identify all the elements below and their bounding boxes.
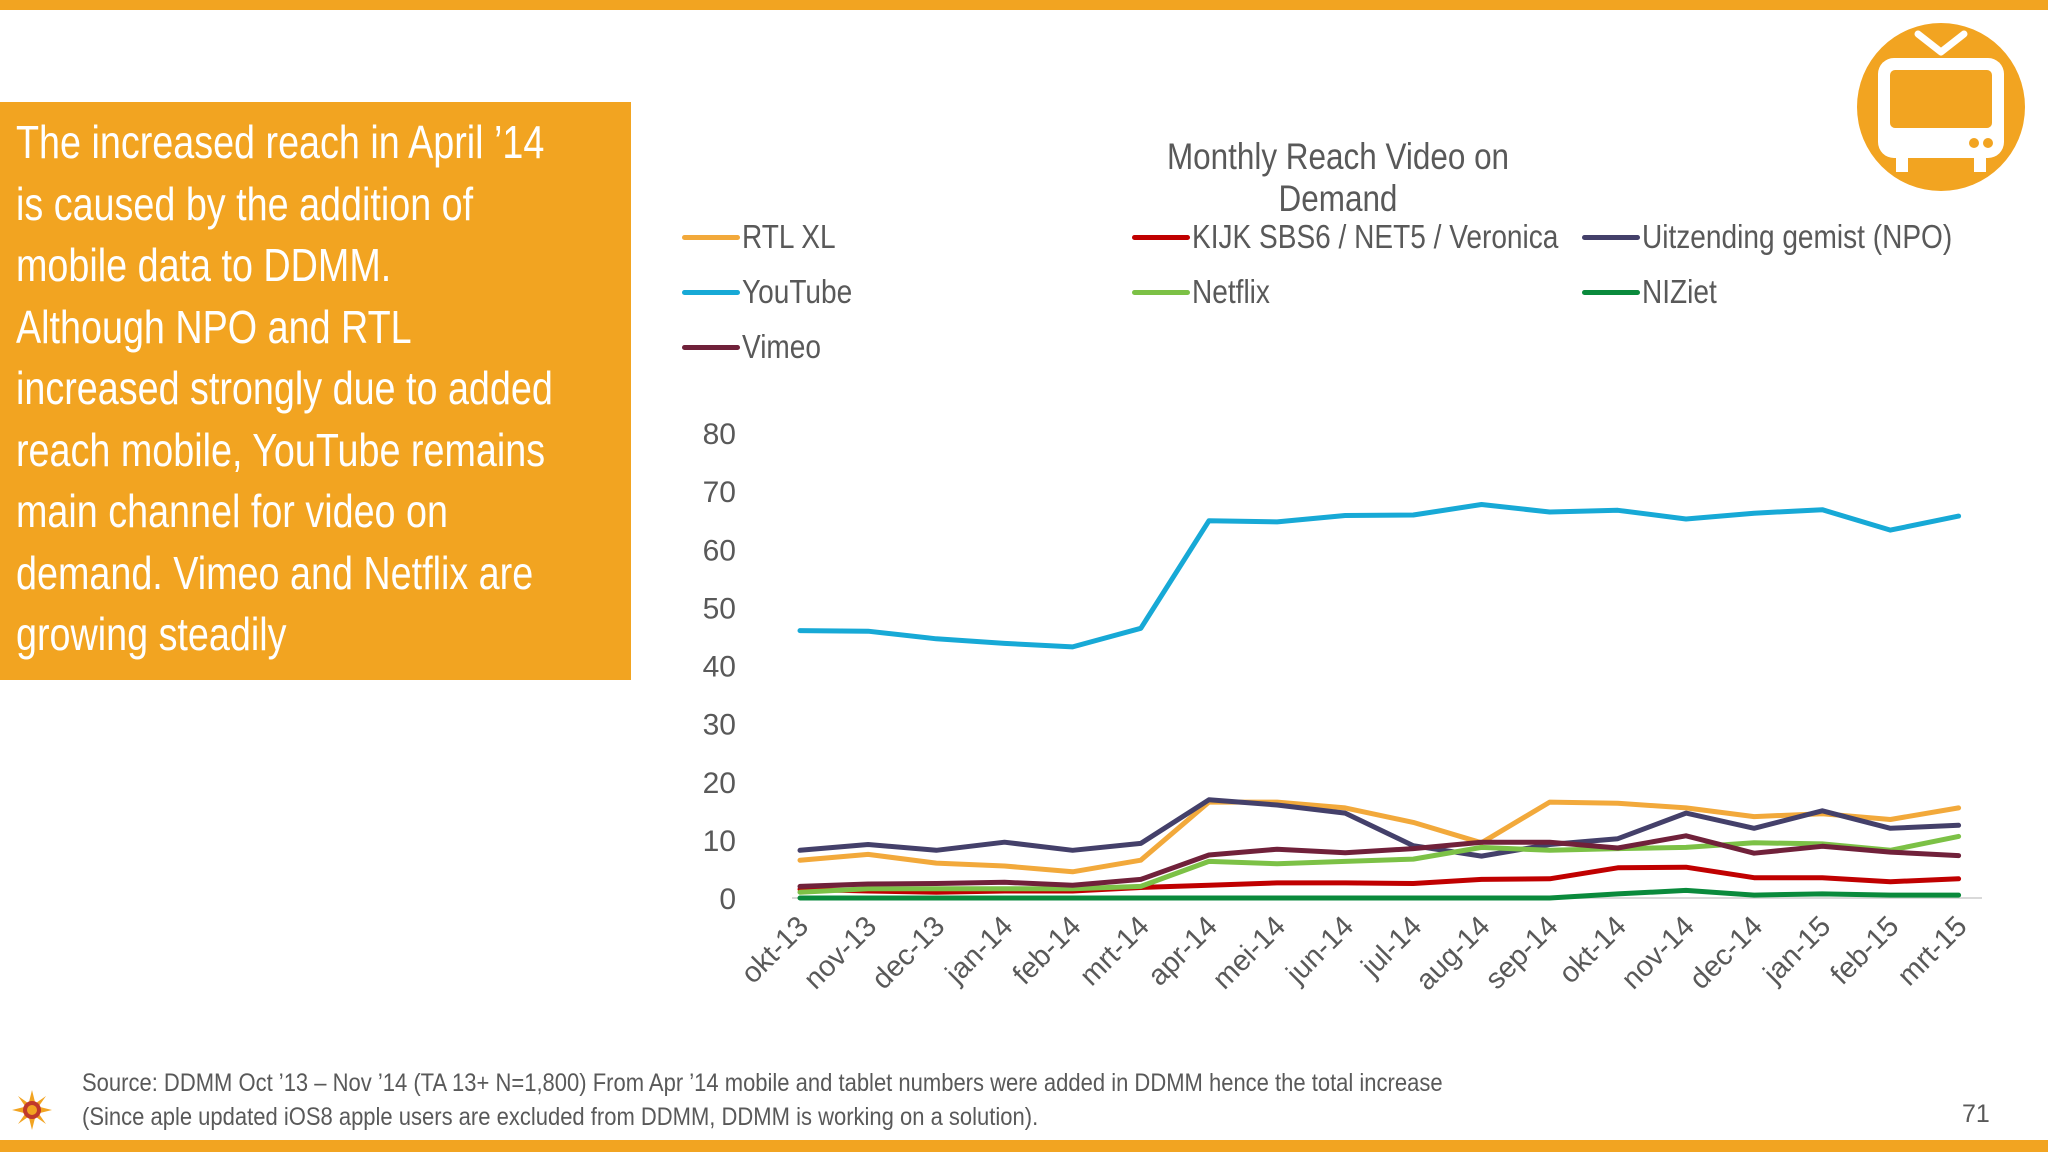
y-tick-label: 30 — [703, 709, 736, 742]
callout-line: growing steadily — [16, 608, 287, 660]
legend-item-vimeo: Vimeo — [682, 328, 835, 365]
source-line: Source: DDMM Oct ’13 – Nov ’14 (TA 13+ N… — [82, 1069, 1443, 1097]
legend-item-niziet: NIZiet — [1582, 273, 1730, 310]
legend-label: Netflix — [1192, 273, 1270, 310]
x-tick-label: nov-13 — [798, 910, 883, 995]
callout-line: mobile data to DDMM. — [16, 239, 392, 291]
x-tick-label: feb-15 — [1825, 910, 1906, 991]
x-tick-label: jan-15 — [1757, 910, 1837, 990]
legend-item-netflix: Netflix — [1132, 273, 1284, 310]
callout-line: demand. Vimeo and Netflix are — [16, 546, 534, 599]
callout-line: Although NPO and RTL — [16, 300, 412, 353]
x-tick-label: jun-14 — [1280, 910, 1360, 990]
series-line-youtube — [797, 502, 1962, 650]
legend-label: Uitzending gemist (NPO) — [1642, 218, 1953, 255]
y-tick-label: 0 — [719, 883, 736, 916]
bottom-accent-bar — [0, 1140, 2048, 1152]
x-tick-label: apr-14 — [1142, 910, 1224, 992]
callout-line: reach mobile, YouTube remains — [16, 423, 546, 476]
callout-box: The increased reach in April ’14 is caus… — [0, 102, 631, 680]
series-line-niziet — [797, 887, 1962, 901]
x-tick-label: mei-14 — [1207, 910, 1292, 995]
legend-item-youtube: YouTube — [682, 273, 872, 310]
x-tick-label: nov-14 — [1616, 910, 1701, 995]
y-tick-label: 20 — [703, 767, 736, 800]
series-line-rtl-xl — [797, 799, 1962, 875]
legend-item-kijk: KIJK SBS6 / NET5 / Veronica — [1132, 218, 1623, 255]
x-tick-label: dec-14 — [1684, 910, 1769, 995]
legend-label: KIJK SBS6 / NET5 / Veronica — [1192, 218, 1559, 255]
legend-swatch — [682, 289, 740, 295]
legend-swatch — [1132, 289, 1190, 295]
legend-item-rtl-xl: RTL XL — [682, 218, 852, 255]
legend-label: RTL XL — [742, 218, 836, 255]
source-line: (Since aple updated iOS8 apple users are… — [82, 1103, 1039, 1131]
callout-line: increased strongly due to added — [16, 362, 553, 414]
callout-line: is caused by the addition of — [16, 177, 474, 230]
legend-label: Vimeo — [742, 328, 822, 365]
legend-label: NIZiet — [1642, 273, 1717, 310]
callout-text: The increased reach in April ’14 is caus… — [16, 112, 623, 666]
page-number: 71 — [1962, 1100, 1990, 1128]
y-tick-label: 70 — [703, 476, 736, 509]
y-tick-label: 80 — [703, 418, 736, 451]
legend-swatch — [1582, 234, 1640, 240]
x-tick-label: mrt-15 — [1892, 910, 1974, 992]
legend-swatch — [1132, 234, 1190, 240]
x-tick-label: feb-14 — [1007, 910, 1088, 991]
callout-line: The increased reach in April ’14 — [16, 116, 545, 168]
legend-swatch — [1582, 289, 1640, 295]
series-line-netflix — [797, 833, 1962, 895]
tv-icon — [1857, 23, 2025, 191]
legend-swatch — [682, 234, 740, 240]
x-tick-label: mrt-14 — [1074, 910, 1156, 992]
callout-line: main channel for video on — [16, 485, 448, 537]
top-accent-bar — [0, 0, 2048, 10]
chart-title: Monthly Reach Video on Demand — [1166, 136, 1510, 219]
y-tick-label: 50 — [703, 592, 736, 625]
x-tick-label: aug-14 — [1410, 910, 1496, 996]
series-line-vimeo — [797, 833, 1962, 889]
y-tick-label: 40 — [703, 651, 736, 684]
series-line-uitzending-gemist-npo — [797, 797, 1962, 859]
y-tick-label: 10 — [703, 825, 736, 858]
x-tick-label: dec-13 — [866, 910, 951, 995]
legend-label: YouTube — [742, 273, 853, 310]
y-tick-label: 60 — [703, 534, 736, 567]
x-tick-label: jan-14 — [939, 910, 1019, 990]
legend-item-npo: Uitzending gemist (NPO) — [1582, 218, 2007, 255]
source-note: Source: DDMM Oct ’13 – Nov ’14 (TA 13+ N… — [82, 1066, 1443, 1134]
x-tick-label: sep-14 — [1479, 910, 1564, 995]
sun-logo-icon — [12, 1090, 52, 1130]
legend-swatch — [682, 344, 740, 350]
